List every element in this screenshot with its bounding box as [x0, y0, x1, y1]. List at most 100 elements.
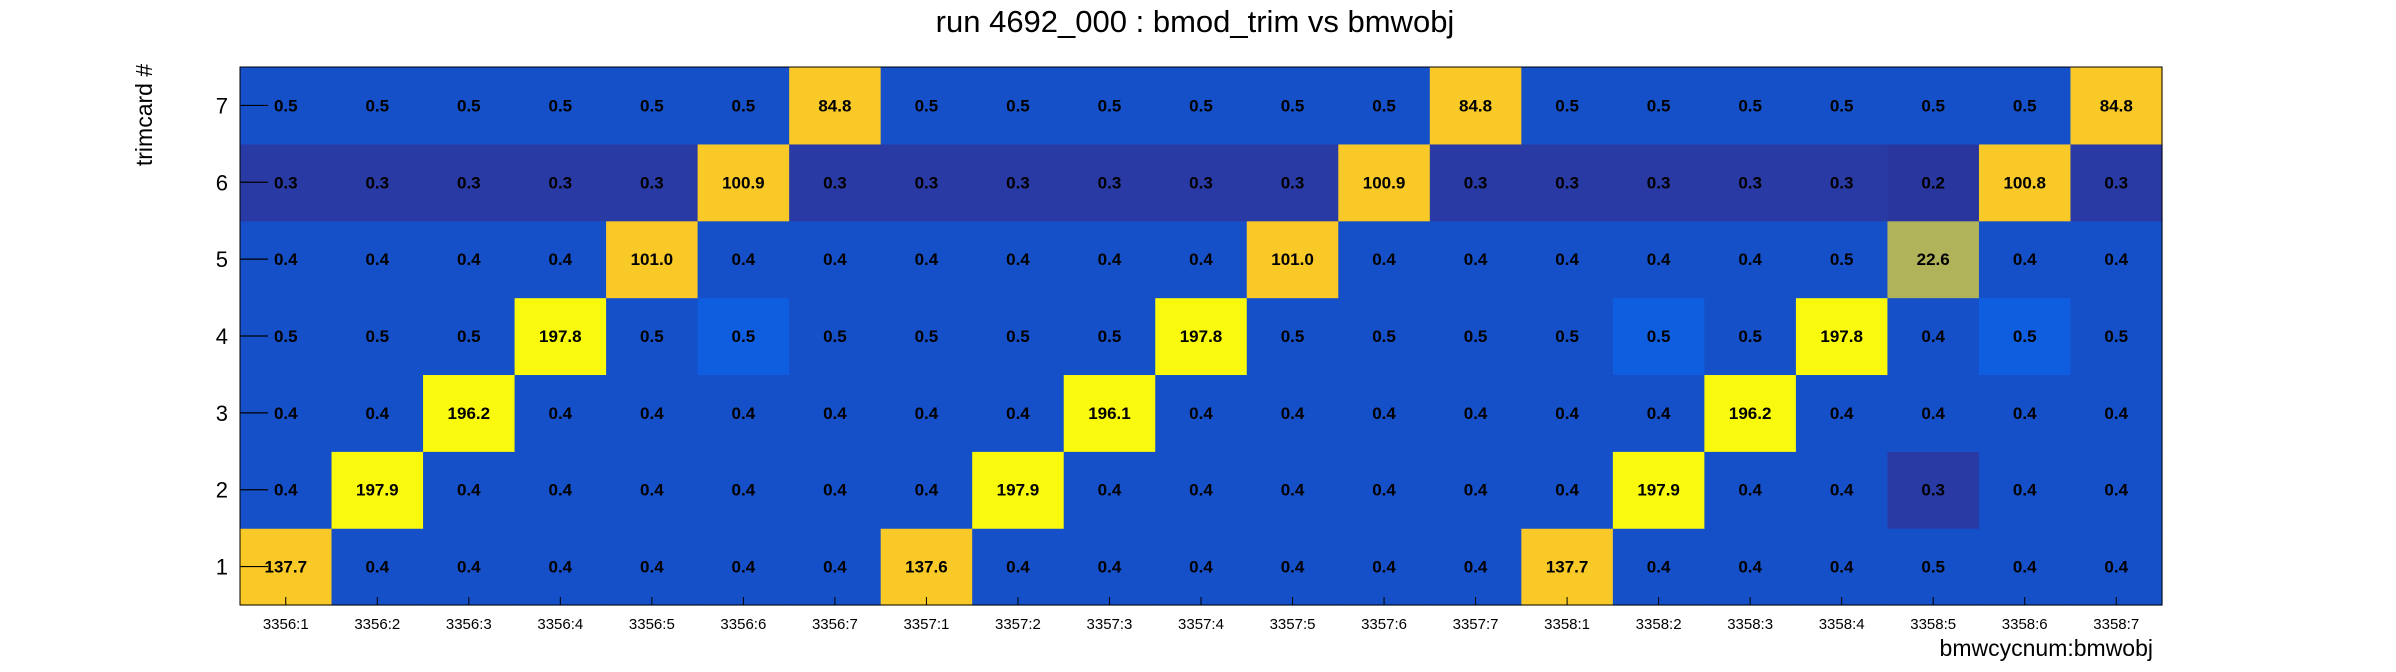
- cell-value-label: 0.4: [365, 404, 389, 423]
- cell-value-label: 0.4: [1464, 250, 1488, 269]
- cell-value-label: 0.4: [1830, 481, 1854, 500]
- heatmap-cell: [1978, 451, 2072, 529]
- heatmap-cell: [423, 67, 516, 145]
- heatmap-cell: [1155, 451, 1248, 529]
- cell-value-label: 0.4: [640, 481, 664, 500]
- heatmap-cell: [2070, 67, 2163, 145]
- cell-value-label: 0.4: [549, 250, 573, 269]
- cell-value-label: 0.5: [1555, 96, 1579, 115]
- cell-value-label: 0.4: [1372, 250, 1396, 269]
- heatmap-cell: [1521, 143, 1614, 222]
- heatmap-cell: [972, 220, 1065, 299]
- heatmap-cells: [240, 67, 2163, 606]
- heatmap-cell: [789, 374, 882, 452]
- heatmap-cell: [514, 67, 607, 145]
- heatmap-cell: [1887, 297, 1980, 376]
- cell-value-label: 0.3: [823, 173, 847, 192]
- cell-value-label: 0.4: [1464, 558, 1488, 577]
- cell-value-label: 0.3: [1921, 481, 1945, 500]
- heatmap-cell: [1612, 297, 1705, 376]
- heatmap-cell: [1612, 143, 1705, 222]
- cell-value-label: 196.1: [1088, 404, 1131, 423]
- heatmap-cell: [2070, 220, 2163, 299]
- cell-value-label: 0.5: [457, 96, 481, 115]
- x-tick-label: 3356:1: [263, 616, 309, 633]
- heatmap-cell: [1612, 374, 1705, 452]
- cell-value-label: 0.3: [1281, 173, 1305, 192]
- heatmap-cell: [1338, 220, 1431, 299]
- heatmap-cell: [1978, 143, 2072, 222]
- heatmap-cell: [1063, 451, 1156, 529]
- y-axis-title: trimcard #: [131, 64, 157, 166]
- x-tick-label: 3356:5: [629, 616, 675, 633]
- x-tick-label: 3357:6: [1361, 616, 1407, 633]
- heatmap-cell: [697, 297, 790, 376]
- heatmap-cell: [331, 528, 424, 606]
- heatmap-cell: [606, 143, 699, 222]
- cell-value-label: 0.4: [823, 404, 847, 423]
- cell-value-label: 0.5: [1281, 327, 1305, 346]
- cell-value-label: 0.4: [457, 250, 481, 269]
- heatmap-cell: [880, 220, 973, 299]
- heatmap-cell: [1887, 220, 1980, 299]
- cell-value-label: 0.3: [640, 173, 664, 192]
- plot-frame: [239, 66, 2163, 606]
- cell-value-label: 0.4: [1555, 404, 1579, 423]
- heatmap-cell: [697, 220, 790, 299]
- cell-value-label: 0.5: [1921, 558, 1945, 577]
- cell-value-label: 0.4: [1738, 481, 1762, 500]
- cell-value-label: 197.8: [539, 327, 582, 346]
- heatmap-cell: [2070, 143, 2163, 222]
- heatmap-cell: [1704, 143, 1797, 222]
- heatmap-cell: [1246, 67, 1339, 145]
- heatmap-cell: [1338, 67, 1431, 145]
- heatmap-cell: [2070, 528, 2163, 606]
- cell-value-label: 0.4: [915, 481, 939, 500]
- heatmap-cell: [880, 374, 973, 452]
- cell-value-label: 0.5: [457, 327, 481, 346]
- cell-value-label: 0.4: [274, 404, 298, 423]
- cell-value-label: 0.4: [1464, 481, 1488, 500]
- cell-value-label: 0.4: [2013, 481, 2037, 500]
- x-tick-label: 3357:5: [1270, 616, 1316, 633]
- cell-value-label: 0.5: [2013, 327, 2037, 346]
- heatmap-cell: [1795, 528, 1889, 606]
- heatmap-cell: [697, 528, 790, 606]
- cell-value-label: 0.4: [1555, 481, 1579, 500]
- heatmap-cell: [1063, 67, 1156, 145]
- heatmap-cell: [1338, 528, 1431, 606]
- heatmap-cell: [1521, 374, 1614, 452]
- heatmap-cell: [1612, 528, 1705, 606]
- cell-value-label: 0.3: [1006, 173, 1030, 192]
- x-tick-label: 3357:2: [995, 616, 1041, 633]
- heatmap-cell: [697, 67, 790, 145]
- cell-value-label: 0.4: [732, 250, 756, 269]
- heatmap-cell: [331, 451, 424, 529]
- y-tick-label: 4: [216, 324, 228, 349]
- heatmap-cell: [1063, 528, 1156, 606]
- cell-value-label: 0.5: [1006, 327, 1030, 346]
- cell-value-label: 0.4: [274, 481, 298, 500]
- heatmap-cell: [1795, 451, 1889, 529]
- cell-value-label: 137.7: [264, 558, 307, 577]
- cell-value-label: 0.4: [365, 558, 389, 577]
- cell-value-label: 0.4: [915, 250, 939, 269]
- cell-value-label: 0.4: [2013, 404, 2037, 423]
- heatmap-cell: [1887, 374, 1980, 452]
- heatmap-cell: [789, 528, 882, 606]
- x-tick-label: 3358:5: [1910, 616, 1956, 633]
- heatmap-cell: [789, 67, 882, 145]
- cell-value-label: 0.5: [1647, 96, 1671, 115]
- cell-value-label: 196.2: [448, 404, 491, 423]
- cell-value-label: 0.3: [2104, 173, 2128, 192]
- heatmap-cell: [423, 451, 516, 529]
- cell-value-label: 0.5: [1555, 327, 1579, 346]
- heatmap-cell: [2070, 374, 2163, 452]
- cell-value-label: 0.5: [732, 96, 756, 115]
- cell-value-label: 0.5: [549, 96, 573, 115]
- cell-value-label: 197.9: [356, 481, 399, 500]
- cell-value-label: 0.4: [1738, 250, 1762, 269]
- heatmap-cell: [606, 220, 699, 299]
- cell-value-label: 0.5: [1921, 96, 1945, 115]
- heatmap-cell: [972, 451, 1065, 529]
